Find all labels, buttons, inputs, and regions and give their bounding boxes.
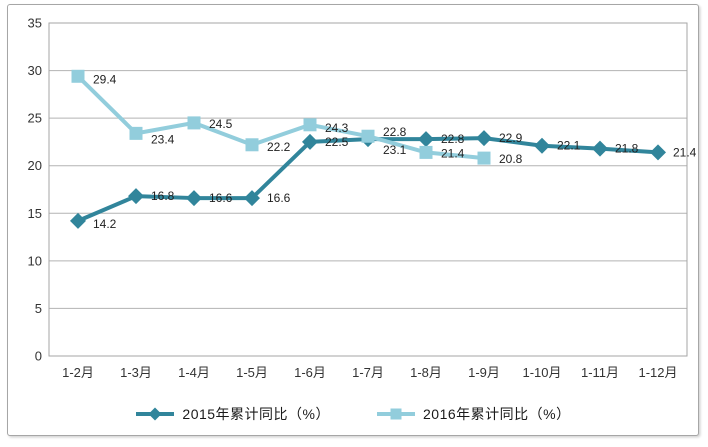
data-label: 22.5 bbox=[325, 135, 349, 149]
x-axis-category-label: 1-3月 bbox=[120, 365, 152, 380]
data-point-diamond-marker bbox=[476, 130, 492, 147]
x-axis-category-label: 1-9月 bbox=[468, 365, 500, 380]
data-point-square-marker bbox=[71, 69, 85, 83]
x-axis-category-label: 1-7月 bbox=[352, 365, 384, 380]
x-axis-category-label: 1-8月 bbox=[410, 365, 442, 380]
y-axis-tick-label: 0 bbox=[35, 349, 42, 364]
y-axis-tick-label: 20 bbox=[28, 158, 42, 173]
legend-marker-2015-diamond-icon bbox=[136, 407, 175, 421]
data-label: 22.8 bbox=[383, 125, 407, 139]
data-point-square-marker bbox=[303, 118, 317, 132]
x-axis-category-label: 1-2月 bbox=[62, 365, 94, 380]
plot-border bbox=[48, 22, 688, 357]
data-point-diamond-marker bbox=[244, 190, 260, 207]
data-label: 16.6 bbox=[267, 191, 291, 205]
data-point-square-marker bbox=[245, 138, 259, 152]
data-point-square-marker bbox=[477, 151, 491, 165]
data-point-diamond-marker bbox=[534, 137, 550, 154]
y-axis-tick-label: 25 bbox=[28, 111, 42, 126]
data-point-square-marker bbox=[129, 126, 143, 140]
data-point-square-marker bbox=[361, 129, 375, 143]
data-point-square-marker bbox=[419, 145, 433, 159]
data-point-diamond-marker bbox=[592, 140, 608, 157]
legend: 2015年累计同比（%） 2016年累计同比（%） bbox=[8, 404, 698, 424]
legend-label-2015: 2015年累计同比（%） bbox=[182, 406, 330, 422]
data-label: 22.8 bbox=[441, 132, 465, 146]
data-label: 29.4 bbox=[93, 72, 117, 86]
y-axis-tick-label: 15 bbox=[28, 206, 42, 221]
legend-label-2016: 2016年累计同比（%） bbox=[423, 406, 571, 422]
data-label: 24.3 bbox=[325, 121, 349, 135]
x-axis-category-label: 1-12月 bbox=[638, 365, 677, 380]
data-point-diamond-marker bbox=[128, 188, 144, 205]
series-line-2016 bbox=[76, 74, 486, 161]
data-label: 14.2 bbox=[93, 217, 117, 231]
chart-frame: 0 5 10 15 20 25 30 35 1-2月 1-3月 1-4月 1-5月 1-6月 1-7月 1-… bbox=[7, 4, 699, 436]
x-axis-category-label: 1-10月 bbox=[522, 365, 561, 380]
data-point-diamond-marker bbox=[70, 212, 86, 229]
data-label: 23.1 bbox=[383, 143, 407, 157]
legend-marker-2016-square-icon bbox=[377, 408, 415, 420]
y-axis-tick-label: 5 bbox=[35, 301, 42, 316]
line-chart: 0 5 10 15 20 25 30 35 1-2月 1-3月 1-4月 1-5月 1-6月 1-7月 1-… bbox=[28, 16, 697, 381]
x-axis-category-label: 1-5月 bbox=[236, 365, 268, 380]
data-label: 22.9 bbox=[499, 131, 523, 145]
data-point-diamond-marker bbox=[302, 133, 318, 150]
y-axis-tick-label: 10 bbox=[28, 253, 42, 268]
y-axis-tick-label: 35 bbox=[28, 16, 42, 31]
data-label: 22.1 bbox=[557, 139, 581, 153]
x-axis-category-label: 1-6月 bbox=[294, 365, 326, 380]
y-axis-tick-label: 30 bbox=[28, 63, 42, 78]
data-label: 16.6 bbox=[209, 191, 233, 205]
x-axis-category-label: 1-11月 bbox=[581, 365, 619, 380]
x-axis-category-label: 1-4月 bbox=[178, 365, 210, 380]
data-point-diamond-marker bbox=[418, 131, 434, 148]
data-point-diamond-marker bbox=[650, 144, 666, 161]
legend-item-2015: 2015年累计同比（%） bbox=[135, 404, 330, 424]
data-label: 24.5 bbox=[209, 117, 233, 131]
data-label: 21.8 bbox=[615, 142, 639, 156]
data-label: 23.4 bbox=[151, 132, 175, 146]
data-label: 21.4 bbox=[441, 146, 465, 160]
data-label: 21.4 bbox=[673, 145, 697, 159]
data-point-diamond-marker bbox=[186, 190, 202, 207]
data-label: 20.8 bbox=[499, 152, 523, 166]
data-point-square-marker bbox=[187, 116, 201, 130]
legend-item-2016: 2016年累计同比（%） bbox=[376, 404, 571, 424]
data-label: 16.8 bbox=[151, 189, 175, 203]
data-label: 22.2 bbox=[267, 140, 291, 154]
